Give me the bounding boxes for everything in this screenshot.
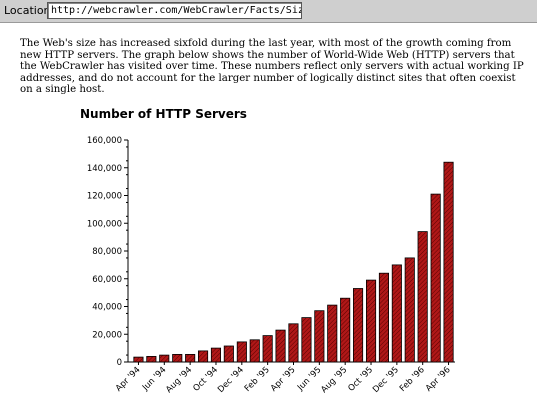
bar	[288, 323, 299, 363]
bar	[223, 345, 234, 363]
bar	[262, 335, 273, 363]
bar	[404, 257, 415, 363]
x-tick-label: Feb '96	[398, 365, 427, 394]
bar	[197, 350, 209, 363]
bar	[249, 339, 260, 363]
location-label: Location:	[4, 4, 55, 17]
bar	[443, 161, 454, 363]
x-tick-label: Apr '94	[114, 365, 143, 394]
x-tick-label: Feb '95	[243, 365, 272, 394]
y-tick-label: 80,000	[92, 247, 122, 257]
bar	[430, 193, 441, 363]
bar	[185, 353, 196, 363]
y-tick-label: 140,000	[87, 164, 122, 174]
bar	[275, 329, 286, 363]
bar	[146, 355, 157, 363]
bar	[340, 297, 351, 363]
x-tick-label: Apr '96	[424, 365, 453, 394]
bar	[378, 272, 389, 363]
chart-title: Number of HTTP Servers	[80, 107, 247, 121]
bar	[352, 288, 364, 363]
location-url-field[interactable]: http://webcrawler.com/WebCrawler/Facts/S…	[47, 2, 302, 19]
y-tick-label: 40,000	[92, 303, 122, 313]
x-tick-label: Apr '95	[269, 365, 298, 394]
x-tick-label: Dec '95	[371, 365, 401, 395]
y-tick-label: 120,000	[87, 192, 122, 202]
bar	[327, 304, 338, 363]
bar	[172, 353, 183, 363]
x-tick-label: Aug '95	[319, 365, 349, 395]
bar	[417, 231, 428, 363]
y-tick-label: 60,000	[92, 275, 122, 285]
y-tick-label: 0	[117, 358, 122, 368]
y-tick-label: 160,000	[87, 136, 122, 146]
bar	[391, 264, 402, 363]
x-tick-label: Oct '95	[346, 365, 375, 394]
bar	[133, 356, 144, 363]
location-bar: Location: http://webcrawler.com/WebCrawl…	[0, 0, 537, 23]
x-tick-label: Oct '94	[191, 365, 220, 394]
x-tick-label: Dec '94	[216, 365, 246, 395]
body-paragraph: The Web's size has increased sixfold dur…	[20, 38, 524, 95]
bar	[301, 317, 312, 363]
bar	[210, 347, 222, 363]
bar	[365, 279, 377, 363]
bar	[236, 341, 247, 363]
y-tick-label: 100,000	[87, 219, 122, 229]
y-tick-label: 20,000	[92, 330, 122, 340]
x-tick-label: Aug '94	[164, 365, 194, 395]
bar	[314, 310, 325, 363]
bar	[159, 354, 170, 363]
